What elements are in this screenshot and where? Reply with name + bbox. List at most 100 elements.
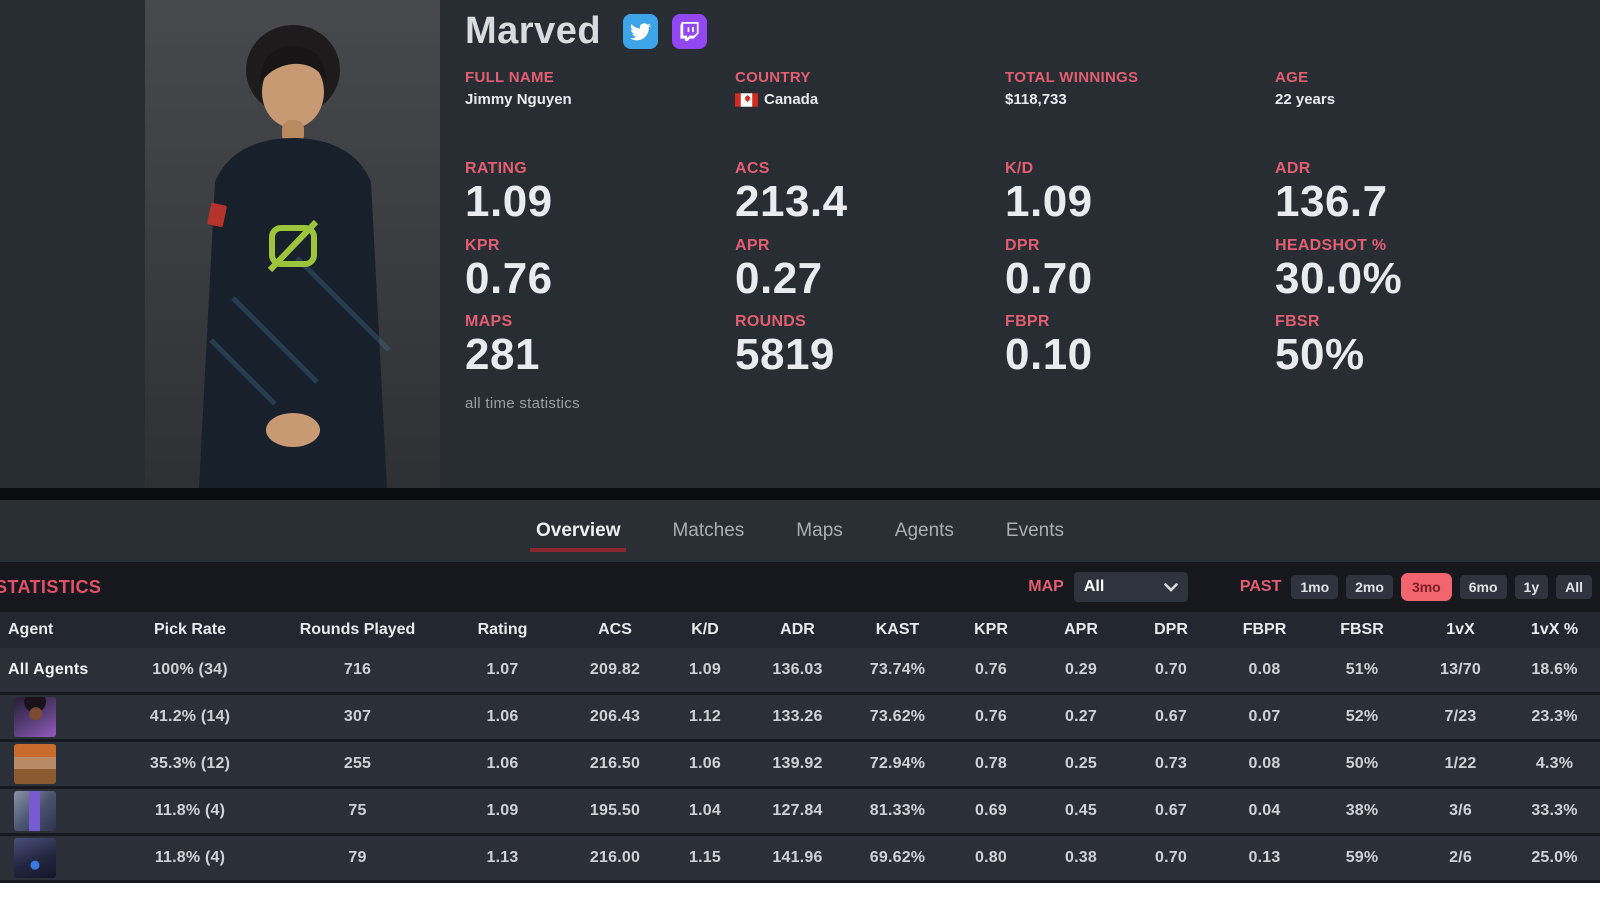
player-photo-illustration <box>145 0 440 488</box>
cell-pick-rate: 41.2% (14) <box>149 708 231 725</box>
stat-label: HEADSHOT % <box>1275 236 1387 254</box>
stat-label: RATING <box>465 160 527 177</box>
player-name: Marved <box>465 10 602 52</box>
cell-1vx: 3/6 <box>1449 802 1472 819</box>
stat-dpr: DPR 0.70 <box>1005 237 1275 303</box>
cell-k-d: 1.04 <box>689 802 721 819</box>
cell-1vx: 4.3% <box>1535 755 1574 772</box>
stat-label: KPR <box>465 236 500 254</box>
stat-label: APR <box>735 236 770 254</box>
cell-fbsr: 38% <box>1345 802 1379 819</box>
omen-agent-icon <box>14 838 56 878</box>
info-winnings: TOTAL WINNINGS $118,733 <box>1005 69 1275 108</box>
cell-1vx: 1/22 <box>1444 755 1477 772</box>
stat-label: FBPR <box>1005 313 1050 331</box>
cell-kast: 69.62% <box>869 849 926 866</box>
stat-value: 30.0% <box>1275 253 1403 303</box>
cell-rounds-played: 75 <box>348 802 367 819</box>
tab-maps[interactable]: Maps <box>796 520 843 541</box>
stat-kpr: KPR 0.76 <box>465 237 735 303</box>
past-filter-buttons: 1mo 2mo 3mo 6mo 1y All <box>1291 573 1592 601</box>
cell-1vx: 25.0% <box>1531 849 1578 866</box>
overall-stats-grid: RATING 1.09 ACS 213.4 K/D 1.09 ADR 136.7 KPR 0.76… <box>465 160 1545 379</box>
winnings-value: $118,733 <box>1005 91 1067 108</box>
cell-pick-rate: 11.8% (4) <box>154 802 226 819</box>
cell-adr: 127.84 <box>772 802 823 819</box>
cell-k-d: 1.09 <box>689 661 721 678</box>
column-header-dpr: DPR <box>1154 621 1188 638</box>
map-dropdown-value: All <box>1083 578 1105 595</box>
table-row: 41.2% (14) 307 1.06 206.43 1.12 133.26 73.62% 0… <box>0 695 1600 739</box>
past-filter-label: PAST <box>1239 578 1282 595</box>
column-header-pick-rate: Pick Rate <box>153 621 227 638</box>
cell-kpr: 0.76 <box>975 708 1007 725</box>
tab-agents[interactable]: Agents <box>894 520 954 541</box>
stat-acs: ACS 213.4 <box>735 160 1005 226</box>
past-button-1mo[interactable]: 1mo <box>1291 575 1339 599</box>
column-header-apr: APR <box>1064 621 1098 638</box>
stat-label: ACS <box>735 160 770 177</box>
section-separator <box>0 488 1600 500</box>
cell-apr: 0.27 <box>1065 708 1097 725</box>
cell-fbsr: 51% <box>1345 661 1379 678</box>
cell-kast: 73.62% <box>869 708 926 725</box>
stat-value: 1.09 <box>465 177 553 226</box>
stat-apr: APR 0.27 <box>735 237 1005 303</box>
past-button-2mo[interactable]: 2mo <box>1346 575 1393 599</box>
cell-rounds-played: 255 <box>343 755 372 772</box>
stat-value: 0.10 <box>1005 330 1093 380</box>
tab-matches[interactable]: Matches <box>672 520 745 541</box>
past-button-6mo[interactable]: 6mo <box>1459 575 1507 599</box>
tab-events[interactable]: Events <box>1005 520 1065 541</box>
winnings-label: TOTAL WINNINGS <box>1005 69 1139 86</box>
cell-apr: 0.45 <box>1065 802 1097 819</box>
twitch-icon[interactable] <box>672 14 708 49</box>
stat-label: MAPS <box>465 313 513 331</box>
cell-fbpr: 0.04 <box>1248 802 1281 819</box>
cell-rating: 1.13 <box>486 849 519 866</box>
map-dropdown[interactable]: All <box>1073 572 1188 602</box>
cell-1vx: 23.3% <box>1531 708 1578 725</box>
info-age: AGE 22 years <box>1275 69 1545 108</box>
agent-cell <box>0 744 105 784</box>
astra-agent-icon <box>14 697 56 737</box>
cell-acs: 216.00 <box>589 849 641 866</box>
column-header-fbpr: FBPR <box>1242 621 1287 638</box>
cell-fbpr: 0.08 <box>1248 755 1281 772</box>
past-filter: PAST 1mo 2mo 3mo 6mo 1y All <box>1240 573 1592 601</box>
stat-label: K/D <box>1005 160 1034 177</box>
stats-note: all time statistics <box>465 394 580 412</box>
canada-flag-icon <box>735 92 758 107</box>
stat-label: FBSR <box>1275 313 1320 331</box>
cell-fbsr: 52% <box>1345 708 1379 725</box>
agent-name: All Agents <box>8 661 89 678</box>
cell-dpr: 0.67 <box>1155 802 1187 819</box>
past-button-all[interactable]: All <box>1556 575 1592 599</box>
column-header-k-d: K/D <box>691 621 719 638</box>
stat-value: 0.76 <box>465 253 553 303</box>
tab-overview[interactable]: Overview <box>530 506 626 556</box>
table-row: 11.8% (4) 75 1.09 195.50 1.04 127.84 81.33% 0.6… <box>0 789 1600 833</box>
player-name-row: Marved <box>465 10 1545 53</box>
cell-kpr: 0.76 <box>975 661 1007 678</box>
past-button-1y[interactable]: 1y <box>1514 575 1549 599</box>
kayo-agent-icon <box>14 791 56 831</box>
stat-value: 281 <box>465 330 540 380</box>
twitter-icon[interactable] <box>623 14 659 49</box>
info-country: COUNTRY Canada <box>735 69 1005 108</box>
full-name-label: FULL NAME <box>465 69 555 86</box>
player-photo <box>145 0 440 488</box>
stat-fbsr: FBSR 50% <box>1275 313 1545 379</box>
cell-dpr: 0.67 <box>1155 708 1187 725</box>
cell-apr: 0.38 <box>1065 849 1097 866</box>
map-filter-label: MAP <box>1028 578 1064 595</box>
cell-dpr: 0.73 <box>1155 755 1187 772</box>
past-button-3mo[interactable]: 3mo <box>1400 573 1452 601</box>
cell-rating: 1.09 <box>486 802 519 819</box>
stat-value: 1.09 <box>1005 177 1093 226</box>
table-row: 11.8% (4) 79 1.13 216.00 1.15 141.96 69.62% 0.8… <box>0 836 1600 880</box>
stat-value: 50% <box>1275 330 1365 380</box>
cell-fbpr: 0.13 <box>1248 849 1281 866</box>
cell-apr: 0.25 <box>1065 755 1097 772</box>
cell-pick-rate: 11.8% (4) <box>154 849 226 866</box>
